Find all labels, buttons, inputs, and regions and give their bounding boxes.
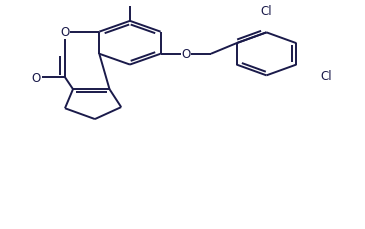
Text: O: O (181, 48, 191, 61)
Text: Cl: Cl (321, 70, 333, 82)
Text: O: O (32, 71, 41, 84)
Text: O: O (60, 26, 70, 39)
Text: Cl: Cl (261, 5, 272, 17)
